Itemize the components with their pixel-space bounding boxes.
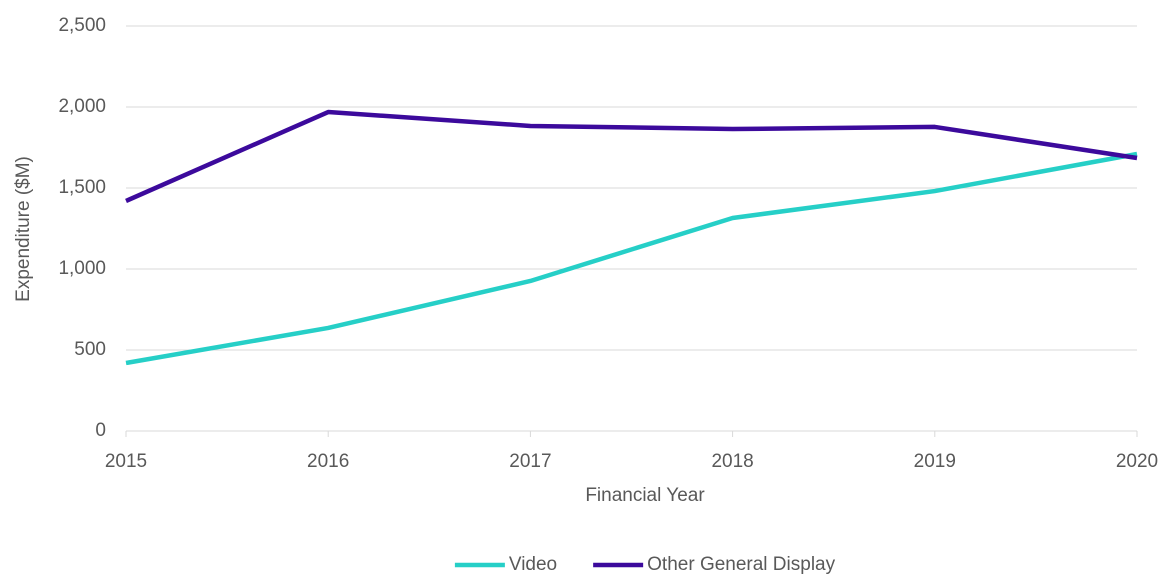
x-tick-label: 2020 — [1116, 451, 1158, 472]
legend-label: Video — [509, 554, 557, 575]
x-axis-title: Financial Year — [585, 485, 705, 506]
x-tick-label: 2019 — [914, 451, 956, 472]
y-axis-title: Expenditure ($M) — [13, 156, 34, 302]
y-tick-label: 0 — [95, 420, 106, 441]
series-line — [125, 109, 1138, 204]
x-tick-label: 2018 — [711, 451, 753, 472]
y-tick-label: 2,000 — [58, 96, 106, 117]
y-tick-label: 2,500 — [58, 15, 106, 36]
x-tick-label: 2015 — [105, 451, 147, 472]
y-tick-label: 1,500 — [58, 177, 106, 198]
x-tick-label: 2017 — [509, 451, 551, 472]
y-tick-label: 500 — [74, 339, 106, 360]
legend-label: Other General Display — [647, 554, 835, 575]
x-tick-label: 2016 — [307, 451, 349, 472]
series-line — [125, 151, 1138, 366]
y-tick-label: 1,000 — [58, 258, 106, 279]
